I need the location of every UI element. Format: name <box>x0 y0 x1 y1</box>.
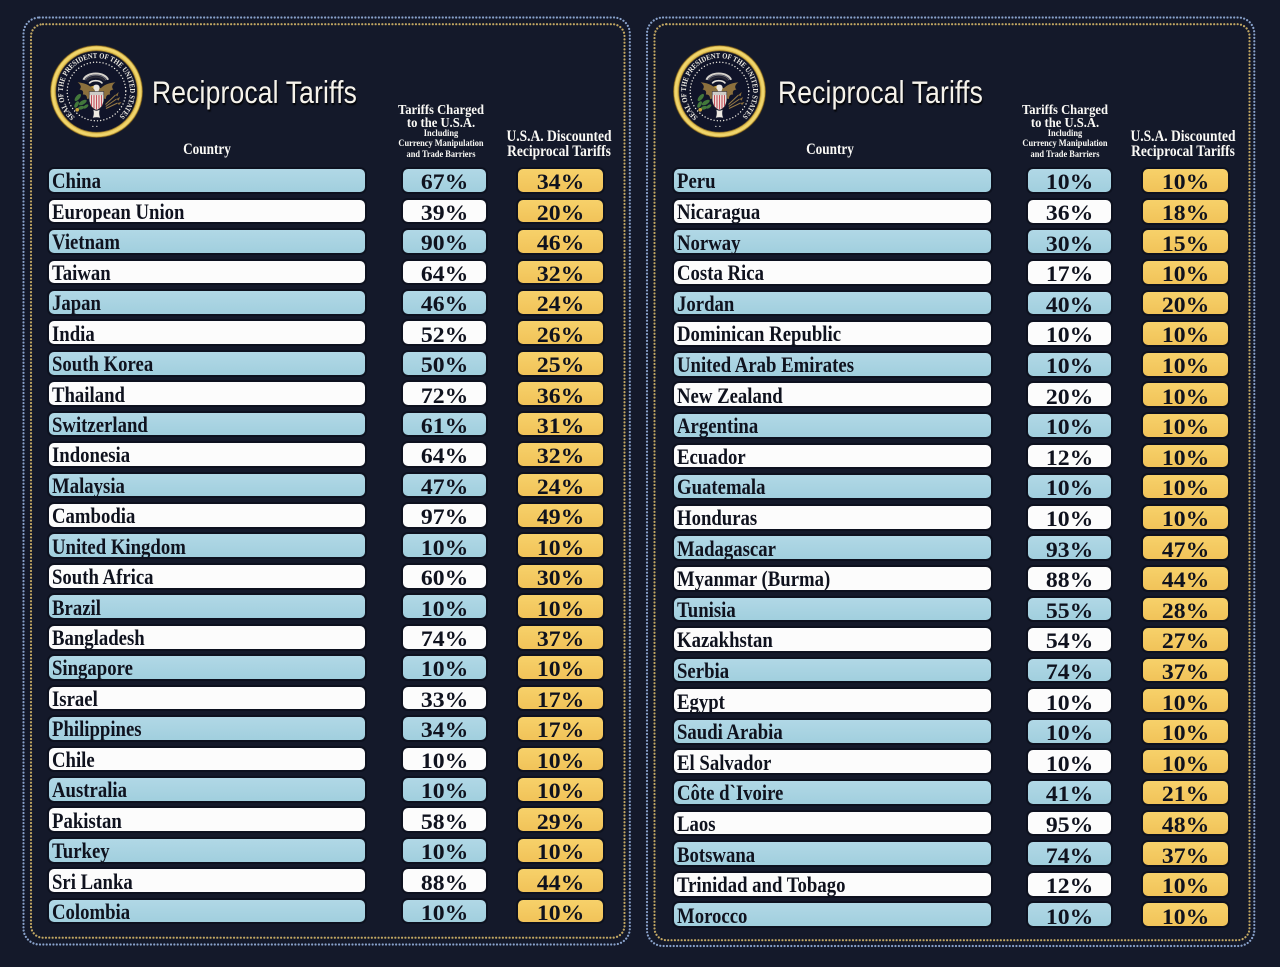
svg-text:· ·: · · <box>715 122 722 131</box>
svg-text:· ·: · · <box>91 122 98 131</box>
